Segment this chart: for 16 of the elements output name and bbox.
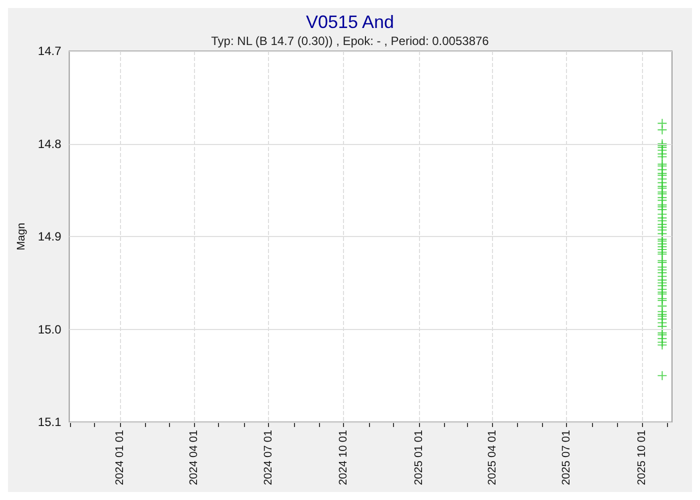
y-axis-title: Magn	[16, 222, 28, 250]
chart-subtitle: Typ: NL (B 14.7 (0.30)) , Epok: - , Period: 0.0053876	[211, 34, 490, 48]
y-tick-label: 15.0	[38, 322, 62, 336]
y-tick-label: 14.7	[38, 44, 62, 58]
x-tick-label: 2025 10 01	[636, 430, 648, 486]
x-tick-label: 2024 07 01	[262, 430, 275, 486]
x-tick-label: 2024 04 01	[188, 430, 200, 486]
x-tick-label: 2025 07 01	[560, 430, 573, 486]
x-tick-label: 2024 01 01	[114, 430, 126, 486]
x-tick-label: 2024 10 01	[338, 430, 350, 486]
chart-title: V0515 And	[306, 12, 394, 32]
x-tick-label: 2025 01 01	[412, 430, 425, 486]
y-tick-label: 14.9	[38, 230, 62, 244]
y-tick-label: 14.8	[38, 136, 62, 151]
x-tick-label: 2025 04 01	[486, 430, 498, 486]
y-tick-label: 15.1	[38, 415, 62, 429]
